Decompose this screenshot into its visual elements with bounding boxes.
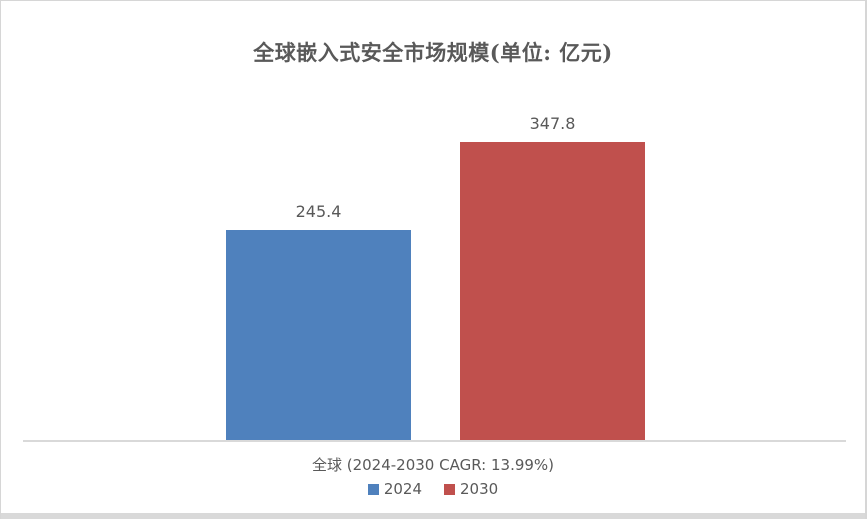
bar-2030-value-label: 347.8 xyxy=(529,114,576,133)
x-axis-category-label: 全球 (2024-2030 CAGR: 13.99%) xyxy=(311,456,555,474)
bottom-border-strip xyxy=(1,513,865,519)
bar-2024-value-label: 245.4 xyxy=(295,202,342,221)
legend-label-2030: 2030 xyxy=(460,480,499,498)
legend-label-2024: 2024 xyxy=(383,480,422,498)
legend-swatch-2030 xyxy=(444,483,455,495)
bar-2030[interactable] xyxy=(460,142,645,440)
legend-swatch-2024 xyxy=(367,483,379,495)
bar-2024[interactable] xyxy=(226,230,411,440)
legend-item-2030[interactable]: 2030 xyxy=(444,480,498,498)
legend-item-2024[interactable]: 2024 xyxy=(367,480,422,498)
chart-title: 全球嵌入式安全市场规模(单位: 亿元) xyxy=(253,40,613,65)
plot-area: 245.4 347.8 xyxy=(23,81,846,442)
legend: 2024 2030 xyxy=(1,480,865,498)
